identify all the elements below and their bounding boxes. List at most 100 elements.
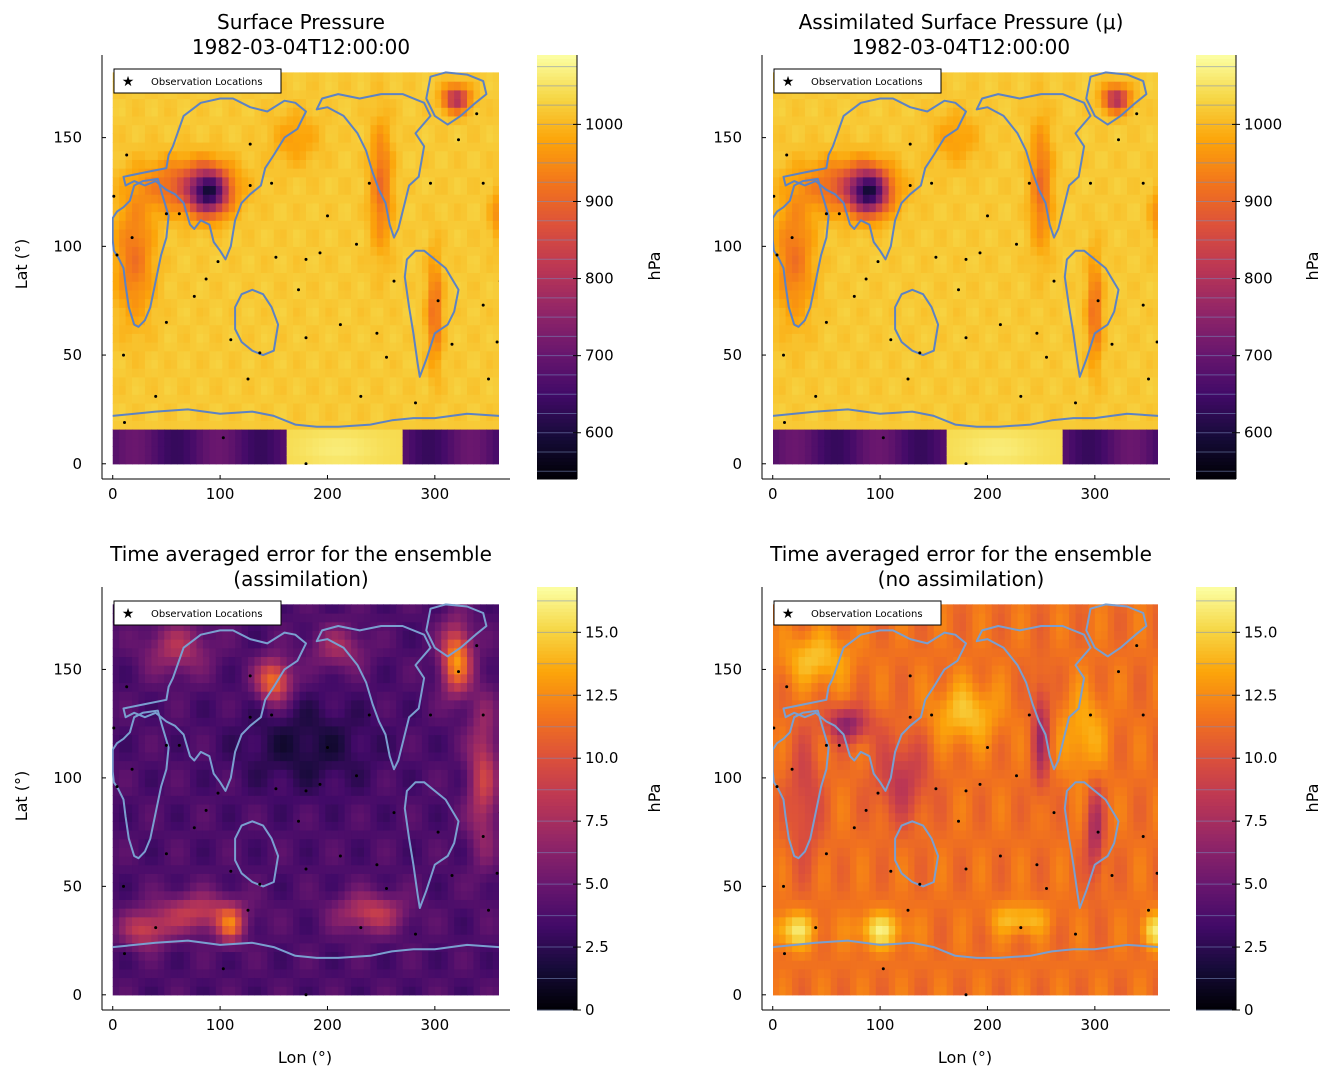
heatmap-cell [151, 228, 159, 239]
heatmap-cell [1023, 228, 1032, 239]
heatmap-cell [267, 228, 275, 239]
heatmap-cell [312, 150, 320, 160]
heatmap-cell [344, 402, 352, 413]
colorbar-swatch [537, 175, 577, 180]
heatmap-cell [966, 385, 974, 395]
heatmap-cell [370, 168, 378, 178]
heatmap-cell [953, 281, 961, 291]
heatmap-cell [817, 211, 825, 221]
heatmap-cell [144, 211, 152, 221]
heatmap-cell [383, 315, 391, 326]
heatmap-cell [138, 185, 146, 195]
heatmap-cell [1011, 246, 1019, 256]
heatmap-cell [164, 428, 172, 439]
colorbar-swatch [537, 387, 577, 392]
heatmap-cell [164, 315, 172, 326]
observation-marker [304, 336, 308, 340]
heatmap-cell [396, 324, 404, 334]
heatmap-cell [376, 455, 384, 465]
heatmap-cell [966, 324, 974, 334]
heatmap-cell [991, 368, 999, 378]
heatmap-cell [170, 368, 178, 378]
heatmap-cell [811, 394, 819, 404]
heatmap-cell [248, 446, 256, 456]
heatmap-cell [293, 272, 301, 282]
heatmap-cell [1030, 289, 1038, 300]
heatmap-cell [1062, 237, 1070, 247]
colorbar-swatch [537, 341, 577, 346]
heatmap-cell [901, 428, 909, 439]
heatmap-cell [804, 394, 812, 404]
heatmap-cell [473, 255, 481, 265]
heatmap-cell [850, 159, 858, 169]
heatmap-cell [441, 402, 449, 413]
heatmap-cell [1062, 342, 1070, 352]
heatmap-cell [473, 411, 481, 421]
heatmap-cell [972, 246, 980, 256]
heatmap-cell [447, 159, 455, 169]
heatmap-cell [241, 446, 249, 456]
colorbar-swatch [537, 330, 577, 335]
heatmap-cell [202, 133, 210, 143]
heatmap-cell [920, 298, 928, 308]
colorbar-swatch [537, 238, 577, 243]
heatmap-cell [215, 89, 223, 100]
heatmap-cell [235, 176, 243, 187]
heatmap-cell [862, 385, 870, 395]
heatmap-cell [299, 298, 307, 308]
heatmap-cell [248, 455, 256, 465]
heatmap-cell [241, 133, 249, 143]
heatmap-cell [228, 376, 236, 387]
heatmap-cell [991, 315, 999, 326]
heatmap-cell [299, 255, 307, 265]
heatmap-cell [479, 437, 487, 447]
heatmap-cell [222, 359, 230, 369]
heatmap-cell [312, 359, 320, 369]
heatmap-cell [344, 298, 352, 308]
heatmap-cell [779, 115, 787, 126]
heatmap-cell [473, 350, 481, 361]
heatmap-cell [235, 315, 243, 326]
heatmap-cell [1049, 220, 1057, 230]
heatmap-cell [908, 376, 916, 387]
heatmap-cell [409, 89, 417, 100]
heatmap-cell [299, 159, 307, 169]
heatmap-cell [325, 255, 333, 265]
heatmap-cell [383, 437, 391, 447]
heatmap-cell [318, 176, 326, 187]
heatmap-cell [792, 228, 800, 239]
heatmap-cell [325, 107, 333, 117]
heatmap-cell [164, 307, 172, 317]
heatmap-cell [209, 168, 217, 178]
heatmap-cell [447, 237, 455, 247]
heatmap-cell [235, 376, 243, 387]
heatmap-cell [914, 159, 922, 169]
heatmap-cell [248, 428, 256, 439]
colorbar-swatch [537, 362, 577, 367]
heatmap-cell [920, 402, 928, 413]
heatmap-cell [357, 307, 365, 317]
colorbar-swatch [537, 217, 577, 222]
heatmap-cell [447, 124, 455, 134]
heatmap-cell [196, 202, 204, 213]
heatmap-cell [376, 194, 384, 204]
heatmap-cell [492, 298, 499, 308]
heatmap-cell [843, 159, 851, 169]
heatmap-cell [850, 298, 858, 308]
heatmap-cell [273, 194, 281, 204]
heatmap-cell [112, 141, 120, 152]
heatmap-cell [318, 133, 326, 143]
heatmap-cell [190, 333, 198, 343]
heatmap-cell [209, 446, 217, 456]
heatmap-cell [273, 437, 281, 447]
heatmap-cell [409, 420, 417, 430]
observation-markers [112, 112, 499, 465]
observation-marker [355, 242, 358, 246]
heatmap-cell [856, 141, 864, 152]
heatmap-cell [486, 246, 494, 256]
heatmap-cell [293, 228, 301, 239]
heatmap-cell [869, 150, 877, 160]
heatmap-cell [434, 159, 442, 169]
heatmap-cell [222, 368, 230, 378]
heatmap-cell [170, 420, 178, 430]
